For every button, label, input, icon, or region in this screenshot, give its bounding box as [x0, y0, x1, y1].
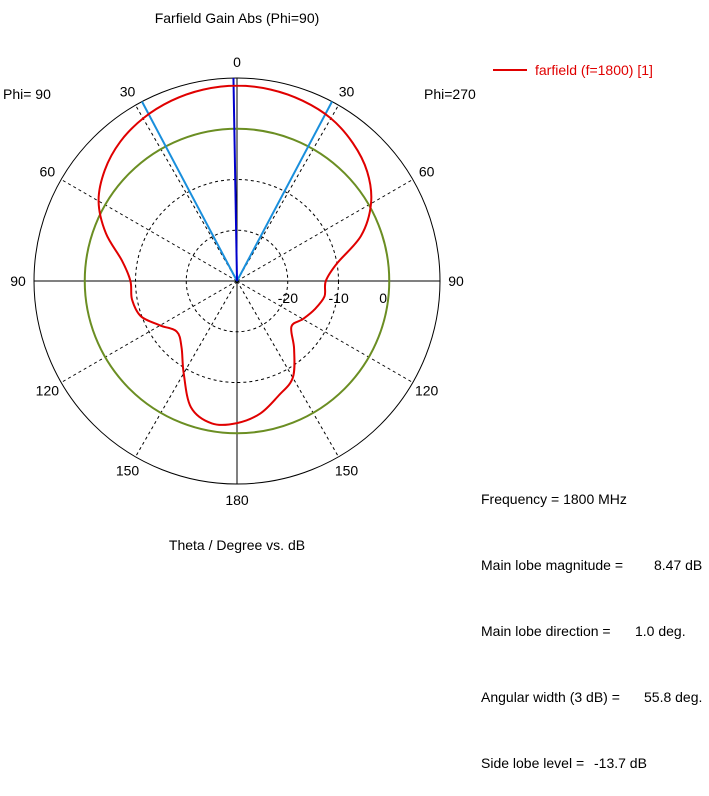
grid-spoke [60, 179, 238, 282]
radial-tick-label: -20 [278, 290, 298, 306]
radial-tick-label: -10 [329, 290, 349, 306]
grid-spoke [236, 104, 339, 282]
left-half-label: Phi= 90 [3, 86, 51, 102]
right-half-label: Phi=270 [424, 86, 476, 102]
polar-chart: Farfield Gain Abs (Phi=90) Phi= 90 Phi=2… [3, 10, 653, 553]
grid-spoke [236, 280, 414, 383]
angle-tick-label: 150 [335, 463, 359, 479]
angular-width-label: Angular width (3 dB) = [481, 689, 620, 705]
angle-tick-label: 60 [419, 164, 435, 180]
plot-area [83, 78, 391, 435]
grid-spoke [236, 179, 414, 282]
main-lobe-direction-value: 1.0 deg. [635, 623, 686, 639]
farfield-info-panel: Frequency = 1800 MHz Main lobe magnitude… [481, 444, 702, 796]
angle-tick-label: 60 [40, 164, 56, 180]
legend: farfield (f=1800) [1] [493, 62, 653, 78]
legend-label: farfield (f=1800) [1] [535, 62, 653, 78]
angle-tick-label: 180 [225, 492, 249, 508]
angular-width-value: 55.8 deg. [644, 689, 703, 705]
main-lobe-direction-label: Main lobe direction = [481, 623, 611, 639]
radial-tick-labels: -20 -10 0 [278, 290, 388, 306]
frequency-label: Frequency = 1800 MHz [481, 491, 627, 507]
angle-tick-label: 150 [116, 463, 140, 479]
angle-tick-label: 120 [415, 383, 439, 399]
main-lobe-magnitude-value: 8.47 dB [654, 557, 703, 573]
angle-tick-labels: 0 30 60 90 120 150 180 150 120 90 60 30 [10, 54, 464, 508]
x-axis-label: Theta / Degree vs. dB [169, 537, 305, 553]
reference-circle [83, 127, 391, 435]
angle-tick-label: 0 [233, 54, 241, 70]
main-lobe-magnitude-label: Main lobe magnitude = [481, 557, 624, 573]
angle-tick-label: 120 [36, 383, 60, 399]
side-lobe-level-value: -13.7 dB [594, 755, 647, 771]
grid-spoke [60, 280, 238, 383]
polar-grid [33, 77, 441, 485]
grid-spoke [135, 104, 238, 282]
beamwidth-line [141, 101, 238, 282]
grid-spoke [135, 280, 238, 458]
beamwidth-line [236, 101, 333, 282]
chart-title: Farfield Gain Abs (Phi=90) [155, 10, 320, 26]
angle-tick-label: 90 [448, 273, 464, 289]
angle-tick-label: 30 [120, 83, 136, 99]
angle-tick-label: 30 [339, 83, 355, 99]
series-line [97, 84, 373, 426]
radial-tick-label: 0 [379, 290, 387, 306]
side-lobe-level-label: Side lobe level = [481, 755, 585, 771]
angle-tick-label: 90 [10, 273, 26, 289]
main-lobe-line [232, 78, 238, 282]
grid-spoke [236, 280, 339, 458]
